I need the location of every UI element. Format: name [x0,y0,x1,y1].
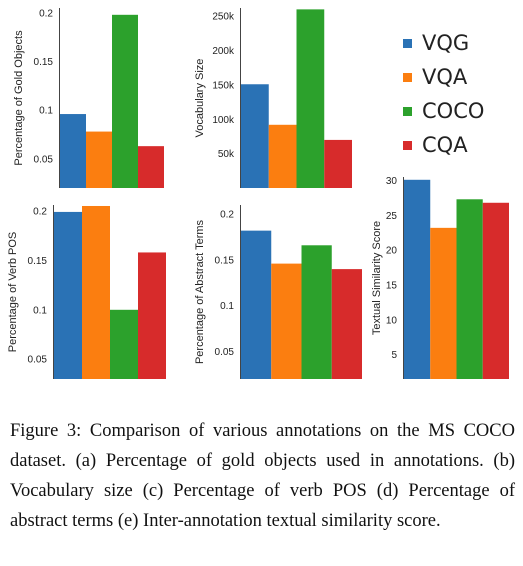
bar-cqa [324,139,352,188]
legend-item-vqa: VQA [403,60,484,94]
y-tick-label: 100k [212,115,235,126]
bar-vqa [82,205,110,379]
y-tick-label: 0.1 [33,305,47,316]
legend: VQG VQA COCO CQA [403,26,484,162]
bar-vqg [241,230,272,379]
legend-label-vqa: VQA [422,65,468,89]
y-tick-label: 0.15 [28,256,48,267]
bar-coco [110,309,138,379]
y-tick-label: 30 [386,176,398,187]
bar-cqa [138,146,164,188]
y-axis-label: Vocabulary Size [194,59,206,138]
y-tick-label: 0.05 [215,347,235,358]
chart-abstract-terms: 0.05 0.1 0.15 0.2 Percentage of Abstract Ter… [194,205,362,379]
y-tick-label: 0.2 [220,210,234,221]
legend-item-vqg: VQG [403,26,484,60]
bar-vqa [268,124,297,188]
y-tick-label: 0.15 [34,57,54,68]
y-tick-label: 5 [391,350,397,361]
y-axis-label: Textual Similarity Score [371,221,383,335]
legend-swatch-vqa [403,72,412,82]
legend-label-vqg: VQG [422,31,470,55]
bar-vqg [54,211,82,379]
chart-vocabulary-size: 50k 100k 150k 200k 250k Vocabulary Size [194,8,352,189]
legend-label-cqa: CQA [422,133,468,157]
legend-label-coco: COCO [422,99,485,123]
bar-coco [456,199,483,379]
bar-vqa [271,263,302,379]
y-tick-label: 50k [218,149,235,160]
chart-verb-pos: 0.05 0.1 0.15 0.2 Percentage of Verb POS [7,205,166,379]
y-tick-label: 0.2 [39,8,53,19]
bar-cqa [331,269,362,379]
y-axis-label: Percentage of Verb POS [7,232,19,352]
bar-cqa [138,252,166,379]
legend-swatch-coco [403,106,412,116]
y-tick-label: 0.05 [28,355,48,366]
bar-vqg [241,84,269,188]
y-tick-label: 150k [212,80,235,91]
chart-gold-objects: 0.05 0.1 0.15 0.2 Percentage of Gold Objects [13,8,164,189]
y-tick-label: 0.1 [39,106,53,117]
y-axis-label: Percentage of Abstract Terms [194,219,206,364]
y-tick-label: 10 [386,315,398,326]
bar-cqa [482,202,509,379]
y-tick-label: 250k [212,12,235,23]
y-tick-label: 0.2 [33,206,47,217]
chart-textual-similarity: 5 10 15 20 25 30 Textual Similarity Score [371,176,509,379]
y-tick-label: 0.05 [34,154,54,165]
y-axis-label: Percentage of Gold Objects [13,30,25,166]
bar-vqg [60,114,86,188]
legend-swatch-vqg [403,38,412,48]
bar-coco [112,14,138,189]
bar-vqg [404,179,431,379]
bar-coco [296,9,325,189]
y-tick-label: 0.1 [220,301,234,312]
bar-vqa [430,227,457,379]
y-tick-label: 25 [386,211,398,222]
figure-caption: Figure 3: Comparison of various annotati… [10,421,515,531]
legend-item-coco: COCO [403,94,484,128]
legend-swatch-cqa [403,140,412,150]
legend-item-cqa: CQA [403,128,484,162]
y-tick-label: 200k [212,46,235,57]
bar-coco [301,245,332,379]
y-tick-label: 20 [386,246,398,257]
y-tick-label: 0.15 [215,255,235,266]
bar-vqa [86,131,112,188]
y-tick-label: 15 [386,280,398,291]
